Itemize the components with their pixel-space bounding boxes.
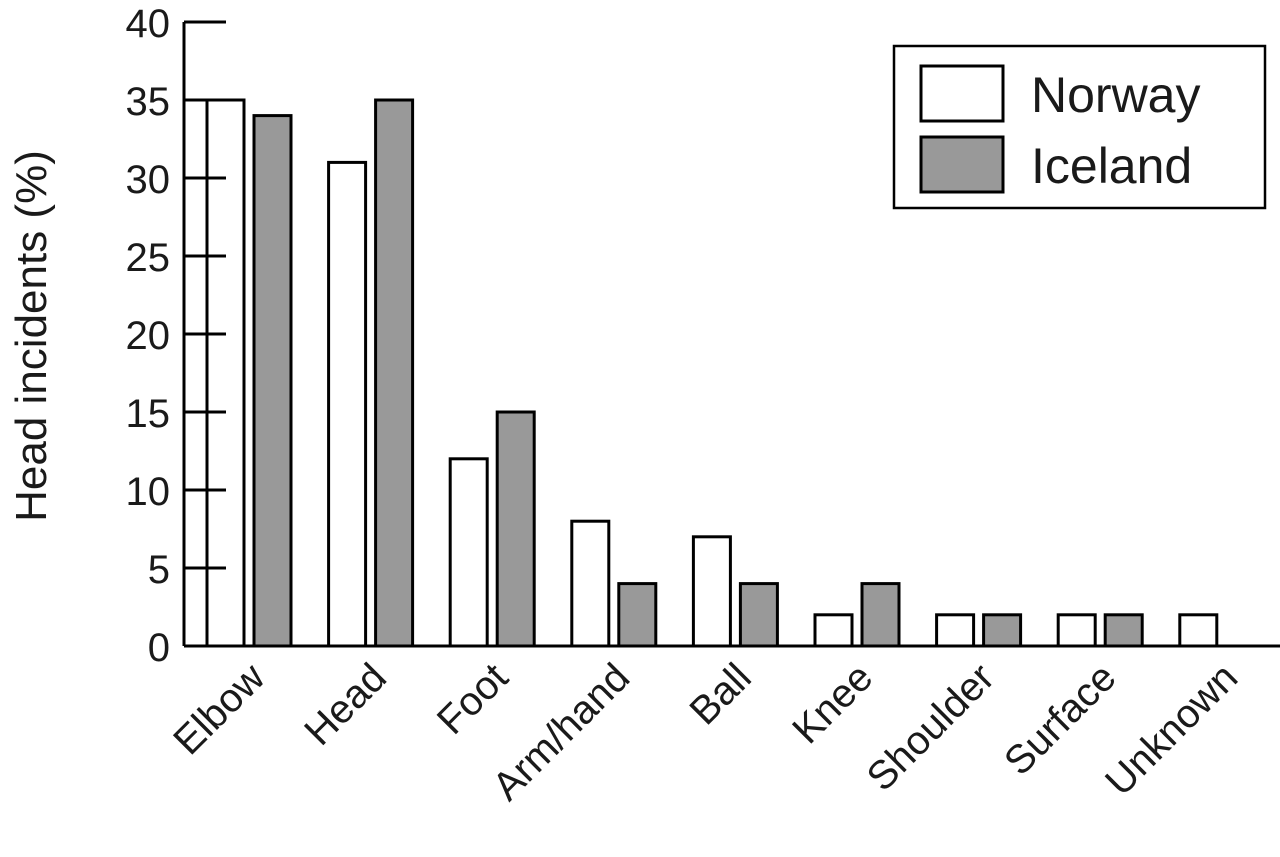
bar-norway-elbow — [205, 98, 246, 648]
legend-swatch-norway — [919, 64, 1005, 123]
legend-label-norway: Norway — [1031, 67, 1200, 123]
bar-iceland-shoulder — [982, 613, 1023, 648]
x-category-label: Head — [296, 655, 395, 754]
x-category-label: Ball — [681, 655, 759, 733]
bar-norway-ball — [691, 535, 732, 648]
bar-norway-surface — [1056, 613, 1097, 648]
x-category-label: Shoulder — [859, 655, 1003, 799]
bar-norway-knee — [813, 613, 854, 648]
y-ticks: 0 5 10 15 20 25 30 35 40 — [126, 2, 226, 670]
bar-iceland-knee — [860, 582, 901, 648]
y-tick-label: 5 — [148, 548, 170, 592]
bar-norway-shoulder — [935, 613, 976, 648]
bar-iceland-arm-hand — [617, 582, 658, 648]
y-axis-title: Head incidents (%) — [7, 150, 56, 522]
x-category-label: Unknown — [1097, 655, 1246, 804]
y-tick-label: 40 — [126, 2, 171, 46]
x-category-label: Elbow — [165, 655, 273, 763]
y-tick-label: 10 — [126, 470, 171, 514]
bar-norway-foot — [448, 457, 489, 648]
bar-norway-unknown — [1178, 613, 1219, 648]
legend-swatch-iceland — [919, 135, 1005, 194]
bar-norway-arm-hand — [570, 519, 611, 648]
y-tick-label: 25 — [126, 236, 171, 280]
bar-iceland-elbow — [252, 114, 293, 648]
bar-iceland-foot — [495, 410, 536, 648]
bar-iceland-surface — [1103, 613, 1144, 648]
x-category-label: Knee — [784, 655, 881, 752]
bars — [205, 98, 1219, 648]
y-tick-label: 35 — [126, 80, 171, 124]
bar-norway-head — [327, 160, 368, 648]
bar-iceland-head — [374, 98, 415, 648]
y-tick-label: 15 — [126, 392, 171, 436]
y-tick-label: 30 — [126, 158, 171, 202]
y-tick-label: 0 — [148, 626, 170, 670]
legend-label-iceland: Iceland — [1031, 138, 1192, 194]
bar-iceland-ball — [738, 582, 779, 648]
legend: Norway Iceland — [892, 44, 1267, 210]
y-tick-label: 20 — [126, 314, 171, 358]
x-category-label: Foot — [429, 655, 517, 743]
